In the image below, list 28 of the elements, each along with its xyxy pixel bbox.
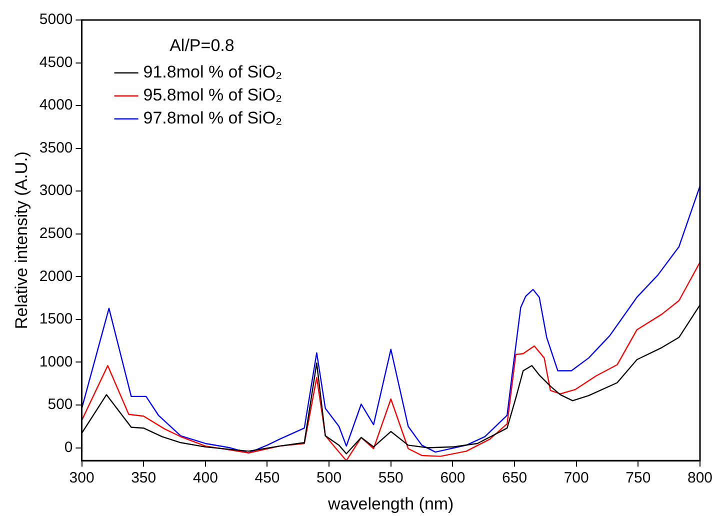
x-tick-label: 750 [626,470,651,487]
x-axis-title: wavelength (nm) [327,494,454,514]
x-tick-label: 350 [131,470,156,487]
y-tick-label: 1000 [39,353,73,370]
y-tick-label: 3500 [39,139,73,156]
x-tick-label: 450 [254,470,280,487]
legend-label: 97.8mol % of SiO₂ [143,108,282,128]
x-tick-label: 300 [69,470,94,487]
x-tick-label: 600 [440,470,466,487]
y-axis-title: Relative intensity (A.U.) [12,151,31,330]
x-tick-label: 400 [192,470,218,487]
legend-label: 91.8mol % of SiO₂ [143,62,282,82]
x-tick-label: 550 [378,470,404,487]
y-tick-label: 2000 [39,268,73,285]
x-tick-label: 650 [502,470,528,487]
x-tick-label: 800 [687,470,713,487]
y-tick-label: 4000 [39,96,73,114]
y-tick-label: 1500 [39,310,73,328]
y-tick-label: 0 [64,438,73,456]
legend-label: 95.8mol % of SiO₂ [143,86,282,105]
legend-title: Al/P=0.8 [170,36,234,56]
y-tick-label: 4500 [39,54,73,71]
x-tick-label: 700 [564,470,589,487]
y-tick-label: 500 [48,396,73,414]
y-tick-label: 5000 [39,11,73,28]
y-tick-label: 3000 [39,182,73,200]
y-tick-label: 2500 [39,225,73,242]
x-tick-label: 500 [316,470,342,487]
